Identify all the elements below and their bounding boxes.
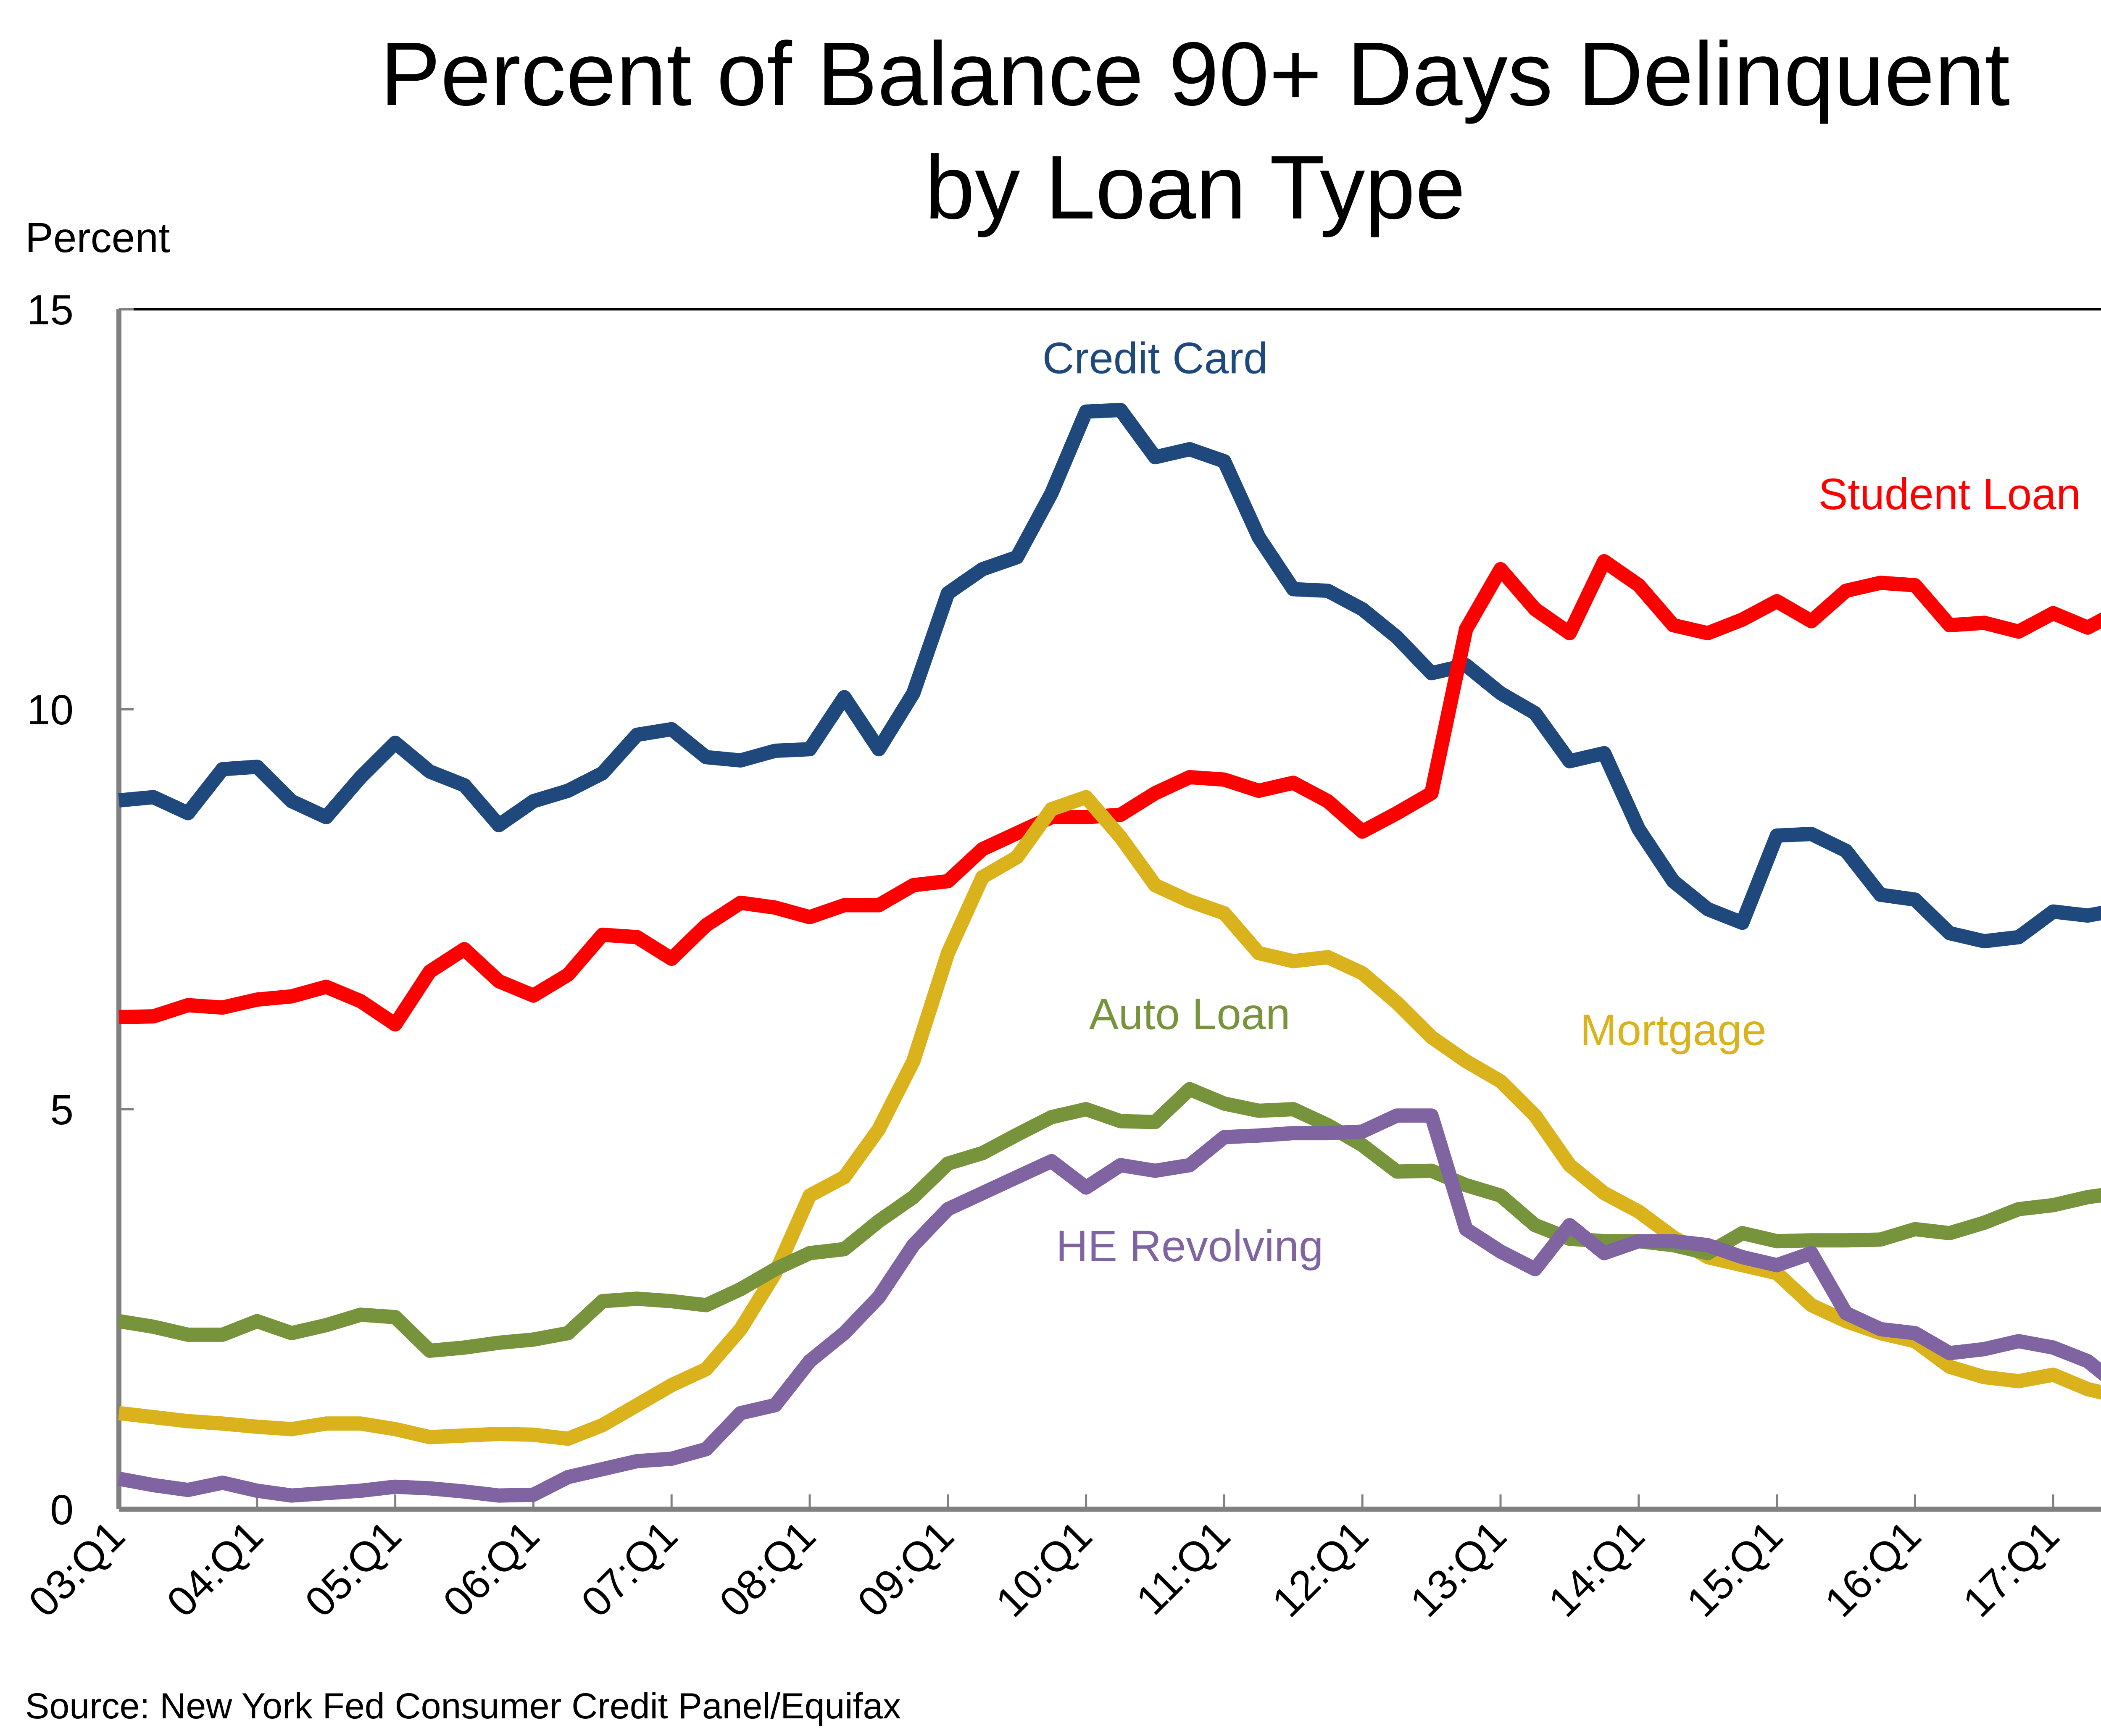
x-tick-label: 10:Q1: [987, 1512, 1101, 1626]
x-tick-label: 08:Q1: [711, 1512, 825, 1626]
source-note: Source: New York Fed Consumer Credit Pan…: [25, 1686, 901, 1726]
plot-area: [116, 308, 2101, 1512]
x-tick-label: 17:Q1: [1954, 1512, 2068, 1626]
x-axis: 03:Q1 04:Q1 05:Q1 06:Q1 07:Q1 08:Q1 09:Q1 10:Q1…: [20, 1494, 2101, 1626]
y-tick-label-left: 0: [50, 1486, 74, 1533]
x-tick-label: 09:Q1: [849, 1512, 963, 1626]
x-tick-label: 18:Q1: [2092, 1512, 2101, 1626]
series-labels: Credit Card Student Loan Auto Loan Mortgage…: [1043, 334, 2081, 1270]
x-tick-label: 14:Q1: [1540, 1512, 1654, 1626]
series-line-auto-loan: [118, 1082, 2101, 1358]
x-tick-label: 06:Q1: [434, 1512, 548, 1626]
y-axis-left: 0 5 10 15: [27, 287, 134, 1533]
x-tick-label: 05:Q1: [296, 1512, 410, 1626]
y-tick-label-left: 5: [50, 1086, 74, 1134]
series-line-student-loan: [118, 554, 2101, 1032]
series-line-he-revolving: [117, 1108, 2101, 1503]
x-tick-label: 12:Q1: [1263, 1512, 1377, 1626]
x-tick-label: 04:Q1: [158, 1512, 272, 1626]
series-label-student-loan: Student Loan: [1818, 470, 2081, 519]
x-tick-label: 16:Q1: [1816, 1512, 1930, 1626]
x-tick-label: 03:Q1: [20, 1512, 134, 1626]
x-tick-label: 13:Q1: [1401, 1512, 1516, 1626]
series-line-credit-card: [118, 402, 2101, 949]
series-label-auto-loan: Auto Loan: [1089, 990, 1290, 1039]
chart-subtitle: by Loan Type: [924, 137, 1465, 238]
x-tick-label: 15:Q1: [1677, 1512, 1792, 1626]
y-tick-label-left: 10: [27, 687, 74, 734]
chart-title: Percent of Balance 90+ Days Delinquent: [380, 23, 2010, 124]
x-tick-label: 11:Q1: [1127, 1512, 1239, 1624]
x-tick-label: 07:Q1: [572, 1512, 687, 1626]
series-label-mortgage: Mortgage: [1580, 1006, 1767, 1055]
y-axis-label-left: Percent: [25, 214, 170, 261]
series-label-he-revolving: HE Revolving: [1056, 1222, 1323, 1271]
series-label-credit-card: Credit Card: [1043, 334, 1268, 383]
series-lines: [117, 402, 2101, 1503]
y-tick-label-left: 15: [27, 287, 74, 334]
